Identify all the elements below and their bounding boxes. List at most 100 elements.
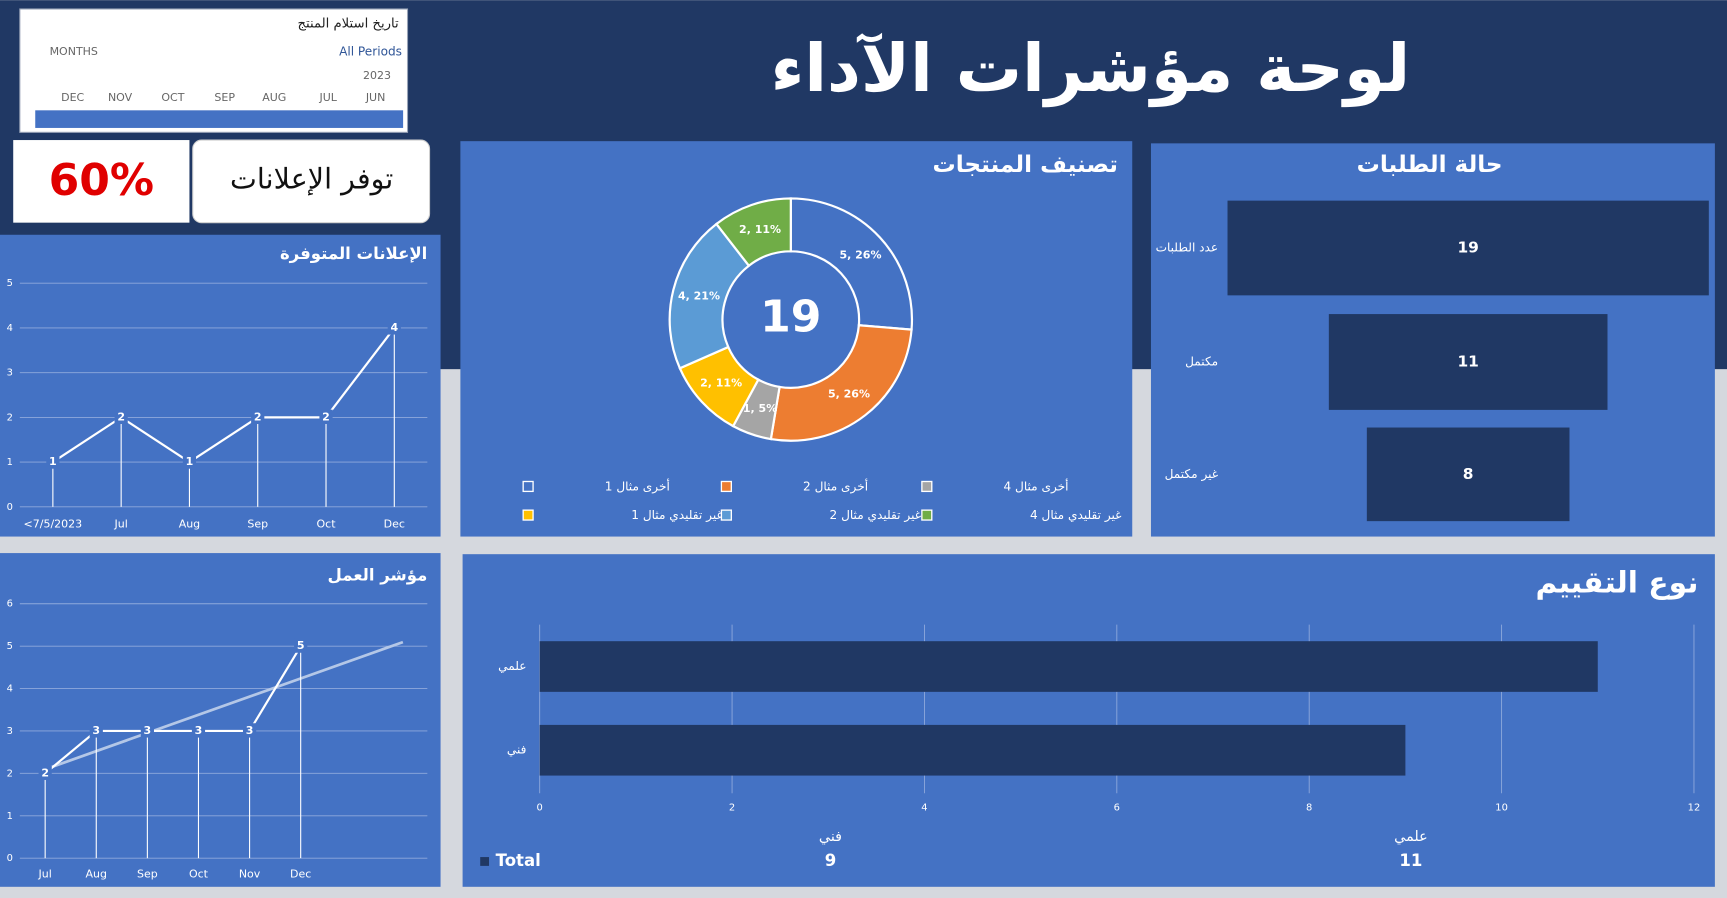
legend-label: غير تقليدي مثال 1 [631,508,723,523]
legend-swatch [921,480,933,493]
chart-title: مؤشر العمل [328,566,428,586]
data-label-bg [387,320,401,335]
data-label-bg [114,409,128,424]
series-line [44,645,302,775]
slicer-month: SEP [214,91,235,104]
x-tick-label: Nov [239,868,261,881]
data-label: 1 [186,455,194,468]
category-label: علمي [498,659,526,673]
data-label: 5, 26% [828,387,870,400]
data-label: 2, 11% [739,223,781,236]
legend-label: غير تقليدي مثال 2 [830,508,922,523]
data-label: 5 [297,639,305,652]
data-label: 19 [1457,238,1478,256]
x-tick-label: 12 [1688,803,1701,814]
funnel-bar [1366,427,1570,522]
legend-swatch [522,509,534,521]
data-label: 4 [390,321,398,334]
y-tick-label: 0 [7,853,13,864]
kpi-value: 60% [49,155,154,206]
x-tick-label: Sep [247,517,268,530]
legend-label: غير تقليدي مثال 4 [1030,508,1122,523]
slicer-timeline-bar[interactable] [35,110,404,128]
category-label: غير مكتمل [1165,467,1219,482]
data-label-bg [140,723,154,738]
table-value: 11 [1399,851,1422,870]
data-label: 3 [144,724,152,737]
x-tick-label: 8 [1306,803,1312,814]
kpi-label: توفر الإعلانات [230,161,393,196]
chart-title: حالة الطلبات [1357,152,1503,178]
kpi-label-box [192,139,431,224]
y-tick-label: 1 [7,457,13,468]
legend-label: أخرى مثال 2 [803,478,868,494]
y-tick-label: 3 [7,368,13,379]
data-label-bg [251,409,265,424]
data-label: 2 [322,410,330,423]
panel [462,554,1715,887]
slicer-title: تاريخ استلام المنتج [297,16,399,31]
data-label: 1 [49,455,57,468]
table-marker [480,857,490,866]
x-tick-label: Oct [189,868,209,881]
slicer-month: OCT [161,91,184,104]
data-label: 11 [1457,352,1478,370]
data-label-bg [319,409,333,424]
x-tick-label: <7/5/2023 [24,517,83,530]
data-label: 3 [92,724,100,737]
donut-slice [789,197,914,331]
legend-label: أخرى مثال 4 [1003,478,1068,494]
data-label-bg [191,723,206,738]
category-label: مكتمل [1185,354,1218,368]
y-tick-label: 5 [7,278,13,289]
x-tick-label: Sep [137,868,158,881]
panel [0,553,441,887]
y-tick-label: 2 [7,412,13,423]
slicer-month: DEC [61,91,84,104]
data-label-bg [242,723,257,738]
x-tick-label: 0 [537,803,543,814]
funnel-bar [1328,314,1608,410]
table-row-label: Total [496,851,541,870]
data-label: 2, 11% [700,377,742,390]
donut-total: 19 [760,292,821,343]
slicer-selection: All Periods [339,44,402,58]
data-label: 2 [254,410,262,423]
legend-swatch [720,480,732,493]
data-label-bg [182,454,197,469]
y-tick-label: 3 [7,726,13,737]
legend-swatch [522,480,534,493]
category-label: فني [507,743,527,757]
donut-slice [769,324,913,442]
data-label: 4, 21% [678,289,720,302]
y-tick-label: 0 [7,502,13,513]
x-tick-label: Jul [114,517,128,530]
legend-label: أخرى مثال 1 [605,478,670,494]
slicer-level[interactable]: MONTHS [50,45,98,58]
x-tick-label: 2 [729,803,735,814]
y-tick-label: 4 [7,684,13,695]
funnel-bar [1227,200,1709,296]
timeline-slicer[interactable]: تاريخ استلام المنتج MONTHS All Periods 2… [19,8,409,133]
y-tick-label: 5 [7,641,13,652]
table-value: 9 [825,851,837,870]
data-label: 5, 26% [839,248,881,261]
slicer-month: JUL [318,91,337,104]
data-label: 2 [117,410,125,423]
data-label-bg [46,454,60,469]
bar [539,724,1406,776]
slicer-month: AUG [262,91,286,104]
panel [0,234,441,537]
y-tick-label: 1 [7,811,13,822]
series-line [52,327,396,464]
slicer-month: NOV [108,91,133,104]
slicer-month: JUN [365,91,386,104]
x-tick-label: Jul [38,868,52,881]
dashboard-title: لوحة مؤشرات الآداء [771,30,1411,108]
table-header: فني [819,829,842,845]
slicer-year: 2023 [363,69,391,82]
x-tick-label: Dec [384,517,405,530]
data-label: 2 [41,766,49,779]
